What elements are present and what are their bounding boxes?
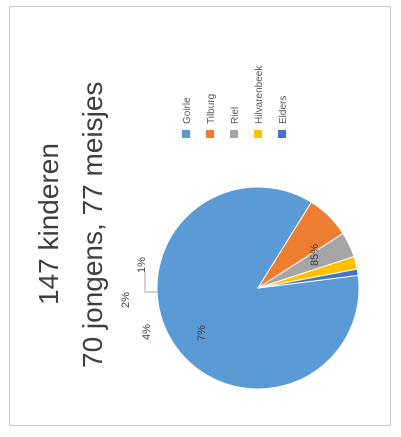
pie-slices [156, 186, 360, 390]
legend-label-riel: Riel [230, 107, 241, 124]
legend-swatch-hilvarenbeek [254, 130, 262, 138]
legend-swatch-tilburg [206, 130, 214, 138]
chart-title: 147 kinderen [33, 143, 64, 305]
leader-line [144, 272, 158, 293]
pie-slice-elders [257, 268, 359, 289]
legend-label-goirle: Goirle [182, 97, 193, 124]
data-label-goirle: 85% [309, 244, 321, 266]
chart-subtitle: 70 jongens, 77 meisjes [77, 82, 108, 368]
legend-label-tilburg: Tilburg [206, 94, 217, 124]
legend-swatch-goirle [182, 130, 190, 138]
data-label-elders: 1% [136, 257, 148, 273]
legend-swatch-elders [278, 130, 286, 138]
legend-label-elders: Elders [278, 96, 289, 124]
pie-data-labels: 85% 7% 4% 2% 1% [120, 244, 321, 341]
chart-legend: Goirle Tilburg Riel Hilvarenbeek Elders [182, 65, 289, 138]
legend-label-hilvarenbeek: Hilvarenbeek [254, 65, 265, 124]
data-label-riel: 4% [141, 324, 153, 340]
data-label-tilburg: 7% [196, 325, 208, 341]
data-label-hilvarenbeek: 2% [120, 292, 132, 308]
legend-swatch-riel [230, 130, 238, 138]
